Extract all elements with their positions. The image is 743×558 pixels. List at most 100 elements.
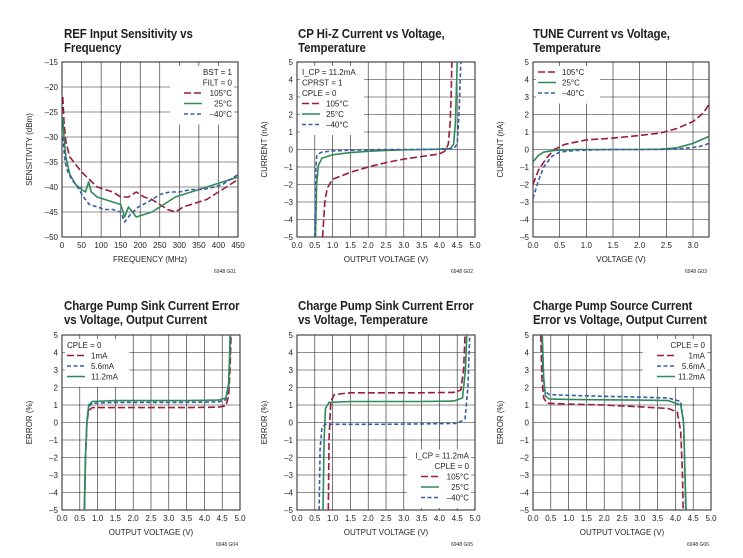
y-tick-label: 1 [54, 401, 59, 410]
x-axis-title: VOLTAGE (V) [596, 255, 646, 264]
y-tick-label: –1 [49, 436, 58, 445]
x-axis-title: OUTPUT VOLTAGE (V) [344, 528, 429, 537]
legend-background [536, 66, 600, 104]
legend-background [643, 339, 707, 387]
x-tick-label: 400 [212, 241, 226, 250]
series-line-hot [62, 96, 238, 213]
y-tick-label: 4 [525, 76, 530, 85]
series-line-hot [327, 335, 466, 510]
x-tick-label: 0.5 [309, 514, 321, 523]
y-tick-label: 5 [525, 58, 530, 67]
legend-background [65, 339, 129, 387]
plot-frame [61, 61, 239, 238]
chart-title-line: Charge Pump Sink Current Error [298, 299, 474, 313]
x-tick-label: 50 [77, 241, 86, 250]
figure-code: 6948 G04 [216, 542, 238, 548]
series-group [314, 62, 462, 237]
y-tick-label: –4 [284, 216, 293, 225]
y-tick-label: 3 [54, 366, 59, 375]
x-tick-label: 0.5 [554, 241, 566, 250]
x-tick-label: 5.0 [234, 514, 246, 523]
plot-frame [61, 334, 241, 511]
plot-frame [296, 334, 476, 511]
y-tick-label: –1 [284, 436, 293, 445]
x-tick-label: 5.0 [469, 241, 481, 250]
condition-label: CPLE = 0 [67, 341, 102, 350]
y-tick-label: 2 [289, 111, 294, 120]
legend-label: 1mA [689, 352, 706, 361]
y-tick-label: 1 [525, 401, 530, 410]
legend-label: 25°C [451, 483, 469, 492]
y-tick-label: –5 [520, 506, 529, 515]
series-line-hot [533, 103, 709, 185]
x-tick-label: 3.5 [181, 514, 193, 523]
x-tick-label: 200 [134, 241, 148, 250]
series-group [540, 335, 687, 510]
series-line-room [314, 62, 458, 237]
chart-title-line: Frequency [64, 41, 122, 55]
legend-background [407, 449, 471, 508]
x-tick-label: 1.5 [345, 241, 357, 250]
condition-label: CPLE = 0 [671, 341, 706, 350]
y-tick-label: –20 [45, 83, 59, 92]
x-tick-label: 1.5 [110, 514, 122, 523]
x-axis-title: OUTPUT VOLTAGE (V) [580, 528, 665, 537]
x-tick-label: 1.5 [607, 241, 619, 250]
condition-label: BST = 1 [203, 68, 233, 77]
legend-label: –40°C [562, 89, 585, 98]
chart-title-line: vs Voltage, Output Current [64, 313, 208, 327]
figure-code: 6948 G03 [685, 269, 707, 275]
x-tick-label: 2.0 [634, 241, 646, 250]
chart-title-line: Charge Pump Sink Current Error [64, 299, 240, 313]
series-line-hot [83, 335, 232, 510]
chart-title-line: Temperature [533, 41, 601, 55]
y-tick-label: –5 [284, 233, 293, 242]
y-tick-label: –1 [284, 163, 293, 172]
y-tick-label: –4 [284, 489, 293, 498]
y-axis-title: ERROR (%) [25, 400, 34, 444]
chart-title-line: vs Voltage, Temperature [298, 313, 428, 327]
y-tick-label: 4 [289, 76, 294, 85]
x-tick-label: 1.5 [581, 514, 593, 523]
y-axis-title: CURRENT (nA) [496, 121, 505, 178]
y-tick-label: –40 [45, 183, 59, 192]
y-tick-label: 1 [525, 128, 530, 137]
y-tick-label: 2 [525, 111, 530, 120]
condition-label: I_CP = 11.2mA [415, 452, 469, 461]
chart-title-cp-hiz: CP Hi-Z Current vs Voltage, Temperature [298, 27, 445, 55]
y-tick-label: –1 [520, 163, 529, 172]
legend-label: 1mA [91, 352, 108, 361]
chart-title-line: Temperature [298, 41, 366, 55]
legend-label: 5.6mA [91, 362, 115, 371]
chart-title-sink-temperature: Charge Pump Sink Current Error vs Voltag… [298, 299, 474, 327]
series-line-cold [318, 335, 471, 510]
series-line-hot [321, 62, 453, 237]
y-tick-label: 3 [289, 366, 294, 375]
y-tick-label: 3 [289, 93, 294, 102]
series-group [318, 335, 471, 510]
y-tick-label: 1 [289, 401, 294, 410]
y-tick-label: 0 [525, 419, 530, 428]
legend-label: 105°C [562, 68, 585, 77]
y-tick-label: –4 [520, 216, 529, 225]
figure-code: 6948 G05 [451, 542, 473, 548]
chart-title-line: Error vs Voltage, Output Current [533, 313, 707, 327]
y-tick-label: –4 [520, 489, 529, 498]
x-tick-label: 2.0 [599, 514, 611, 523]
y-tick-label: 3 [525, 366, 530, 375]
y-tick-label: 5 [289, 331, 294, 340]
legend-label: 11.2mA [678, 373, 706, 382]
x-tick-label: 1.0 [327, 241, 339, 250]
x-tick-label: 3.0 [634, 514, 646, 523]
x-axis-title: OUTPUT VOLTAGE (V) [344, 255, 429, 264]
x-tick-label: 3.0 [398, 241, 410, 250]
legend-label: 105°C [326, 100, 349, 109]
chart-title-line: TUNE Current vs Voltage, [533, 27, 670, 41]
x-tick-label: 2.0 [363, 241, 375, 250]
